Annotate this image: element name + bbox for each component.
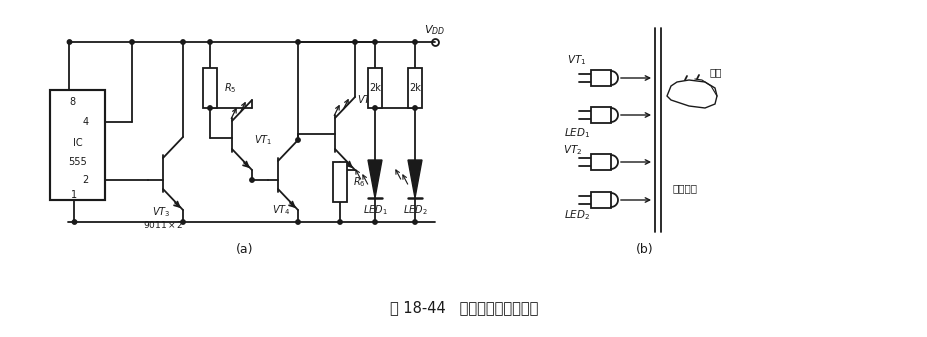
Circle shape xyxy=(413,220,417,224)
Circle shape xyxy=(181,220,185,224)
Bar xyxy=(333,162,347,202)
Bar xyxy=(203,68,217,108)
Text: $VT_1$: $VT_1$ xyxy=(254,133,272,147)
Circle shape xyxy=(208,40,212,44)
Text: $VT_2$: $VT_2$ xyxy=(563,143,582,157)
Polygon shape xyxy=(368,160,382,198)
Circle shape xyxy=(413,40,417,44)
Circle shape xyxy=(373,106,376,110)
Circle shape xyxy=(208,106,212,110)
Circle shape xyxy=(72,220,77,224)
Text: 2k: 2k xyxy=(409,83,421,93)
Text: 2: 2 xyxy=(83,175,89,185)
Text: $VT_2$: $VT_2$ xyxy=(357,93,375,107)
Text: IC: IC xyxy=(72,138,83,148)
Bar xyxy=(368,68,382,108)
Text: 8: 8 xyxy=(70,97,75,107)
Text: $R_6$: $R_6$ xyxy=(352,175,365,189)
Text: $R_5$: $R_5$ xyxy=(223,81,236,95)
Bar xyxy=(590,192,610,208)
Circle shape xyxy=(68,40,71,44)
Circle shape xyxy=(373,40,376,44)
Text: $LED_2$: $LED_2$ xyxy=(402,203,426,217)
Text: (a): (a) xyxy=(236,244,253,256)
Text: $VT_4$: $VT_4$ xyxy=(272,203,290,217)
Text: $VT_1$: $VT_1$ xyxy=(566,53,586,67)
Circle shape xyxy=(296,40,299,44)
Text: 图 18-44   非接触控制开关电路: 图 18-44 非接触控制开关电路 xyxy=(389,301,538,315)
Circle shape xyxy=(296,220,299,224)
Circle shape xyxy=(130,40,134,44)
Text: $V_{DD}$: $V_{DD}$ xyxy=(424,23,445,37)
Text: $LED_2$: $LED_2$ xyxy=(564,208,590,222)
Polygon shape xyxy=(408,160,422,198)
Text: (b): (b) xyxy=(636,244,654,256)
Circle shape xyxy=(373,220,376,224)
Bar xyxy=(50,90,105,200)
Text: $9011\times2$: $9011\times2$ xyxy=(143,218,184,229)
Circle shape xyxy=(296,138,299,142)
Text: 555: 555 xyxy=(68,157,87,167)
Text: $VT_3$: $VT_3$ xyxy=(152,205,170,219)
Text: 手指: 手指 xyxy=(709,67,722,77)
Text: 4: 4 xyxy=(83,117,88,127)
Bar xyxy=(590,107,610,123)
Text: 2k: 2k xyxy=(369,83,380,93)
Bar xyxy=(408,68,422,108)
Bar xyxy=(590,70,610,86)
Text: 有机玻璃: 有机玻璃 xyxy=(672,183,697,193)
Circle shape xyxy=(352,40,357,44)
Circle shape xyxy=(337,220,342,224)
Text: $LED_1$: $LED_1$ xyxy=(564,126,590,140)
Polygon shape xyxy=(667,80,717,108)
Circle shape xyxy=(413,106,417,110)
Circle shape xyxy=(181,40,185,44)
Text: 1: 1 xyxy=(71,190,78,200)
Circle shape xyxy=(249,178,254,182)
Text: $LED_1$: $LED_1$ xyxy=(362,203,387,217)
Bar xyxy=(590,154,610,170)
